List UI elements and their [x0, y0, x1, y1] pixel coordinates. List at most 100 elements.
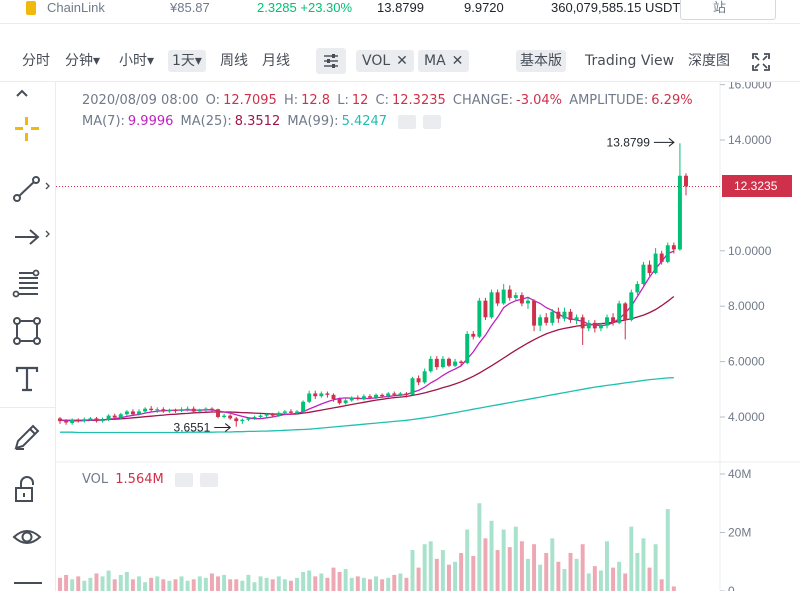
- candle-body: [173, 410, 178, 412]
- trend-line-tool[interactable]: [12, 174, 52, 204]
- brush-icon: [14, 424, 40, 450]
- candle-body: [118, 414, 123, 418]
- rectangle-tool[interactable]: [12, 316, 44, 346]
- candle-body: [489, 292, 494, 318]
- candle-body: [240, 419, 245, 422]
- crosshair-tool[interactable]: [12, 114, 44, 144]
- volume-bar: [361, 577, 366, 591]
- candle-body: [301, 401, 306, 412]
- mode-depth-tab[interactable]: 深度图: [688, 53, 730, 69]
- high-marker-label: 13.8799: [607, 135, 651, 149]
- volume-bar: [507, 547, 512, 591]
- candle-body: [580, 317, 585, 329]
- candle-body: [513, 295, 518, 298]
- candle-body: [325, 393, 330, 395]
- volume-bar: [234, 579, 239, 591]
- candle-body: [574, 317, 579, 321]
- vol-indicator-label: VOL: [362, 53, 391, 69]
- interval-month[interactable]: 月线: [262, 53, 290, 69]
- volume-bar: [64, 574, 69, 591]
- candle-body: [258, 415, 263, 417]
- volume-bar: [100, 576, 105, 591]
- brush-tool[interactable]: [12, 422, 44, 452]
- interval-week[interactable]: 周线: [220, 53, 248, 69]
- volume-bar: [246, 574, 251, 591]
- volume-bar: [374, 576, 379, 591]
- volume-bar: [209, 573, 214, 591]
- candle-body: [440, 358, 445, 368]
- candle-body: [592, 322, 597, 329]
- candle-body: [568, 311, 573, 321]
- candle-body: [386, 393, 391, 397]
- volume-bar: [647, 567, 652, 591]
- more-tools-icon[interactable]: [14, 582, 42, 584]
- text-tool[interactable]: [12, 364, 44, 394]
- volume-bar: [483, 538, 488, 591]
- interval-hour[interactable]: 小时▾: [119, 53, 155, 69]
- legend-low: 12: [351, 93, 369, 108]
- ma-indicator-chip[interactable]: MA ✕: [418, 50, 470, 72]
- arrow-tool[interactable]: [12, 222, 52, 252]
- site-button[interactable]: 站: [680, 0, 776, 20]
- close-icon[interactable]: ✕: [451, 53, 464, 69]
- fullscreen-button[interactable]: [752, 53, 770, 75]
- volume-bar: [459, 552, 464, 591]
- candle-body: [161, 409, 166, 412]
- fib-tool[interactable]: [12, 268, 44, 298]
- candle-body: [307, 393, 312, 402]
- mode-tradingview-tab[interactable]: Trading View: [585, 53, 675, 69]
- volume-bar: [440, 550, 445, 591]
- legend-ma99-label: MA(99):: [287, 114, 339, 129]
- volume-bar: [556, 561, 561, 591]
- toggle-visibility-icon[interactable]: [174, 472, 193, 487]
- candle-body: [556, 311, 561, 319]
- volume-bar: [58, 577, 62, 591]
- chart-toolbar: 分时 分钟▾ 小时▾ 1天▾ 周线 月线 VOL ✕ MA ✕ 基本版 Tradin…: [0, 40, 800, 82]
- volume-bar: [489, 520, 494, 591]
- settings-icon[interactable]: [423, 114, 442, 129]
- close-icon[interactable]: ✕: [396, 53, 408, 69]
- hide-drawings-tool[interactable]: [12, 522, 44, 552]
- candle-body: [282, 411, 287, 413]
- candle-body: [671, 245, 676, 250]
- volume-bar: [605, 541, 609, 591]
- candle-body: [124, 411, 129, 415]
- 24h-low: 9.9720: [464, 0, 504, 15]
- coin-logo-icon: [26, 1, 36, 15]
- interval-minute[interactable]: 分钟▾: [65, 53, 101, 69]
- volume-bar: [343, 569, 348, 591]
- candle-body: [483, 300, 488, 318]
- price-chart[interactable]: 16.0000 14.0000 10.0000 8.0000 6.0000 4.0000 4…: [56, 82, 800, 591]
- interval-time[interactable]: 分时: [22, 53, 50, 69]
- coin-name: ChainLink: [47, 0, 105, 15]
- volume-bar: [434, 558, 439, 591]
- candle-body: [88, 418, 93, 420]
- lock-drawings-tool[interactable]: [12, 474, 44, 504]
- toggle-visibility-icon[interactable]: [398, 114, 417, 129]
- ma-legend: MA(7): 9.9996 MA(25): 8.3512 MA(99): 5.4247: [82, 113, 444, 131]
- volume-bar: [355, 576, 360, 591]
- volume-bar: [598, 570, 603, 591]
- volume-bar: [574, 558, 579, 591]
- mode-basic-tab[interactable]: 基本版: [516, 50, 566, 72]
- candle-body: [629, 292, 634, 321]
- candle-body: [216, 409, 220, 417]
- ticker-bar: ChainLink ¥85.87 2.3285 +23.30% 13.8799 …: [0, 0, 800, 24]
- indicator-settings-button[interactable]: [316, 48, 346, 74]
- volume-bar: [592, 566, 597, 591]
- candle-body: [64, 421, 69, 423]
- volume-bar: [550, 538, 555, 591]
- volume-bar: [532, 544, 537, 591]
- settings-icon[interactable]: [199, 472, 218, 487]
- vol-indicator-chip[interactable]: VOL ✕: [356, 50, 414, 72]
- candle-body: [288, 411, 293, 413]
- volume-bar: [185, 580, 190, 591]
- candle-body: [477, 300, 482, 337]
- candle-body: [465, 333, 470, 363]
- candle-body: [355, 397, 360, 399]
- collapse-tools-button[interactable]: [14, 86, 46, 104]
- eye-icon: [12, 530, 42, 544]
- volume-bar: [586, 573, 591, 591]
- candle-body: [665, 245, 670, 262]
- interval-1day[interactable]: 1天▾: [168, 50, 206, 72]
